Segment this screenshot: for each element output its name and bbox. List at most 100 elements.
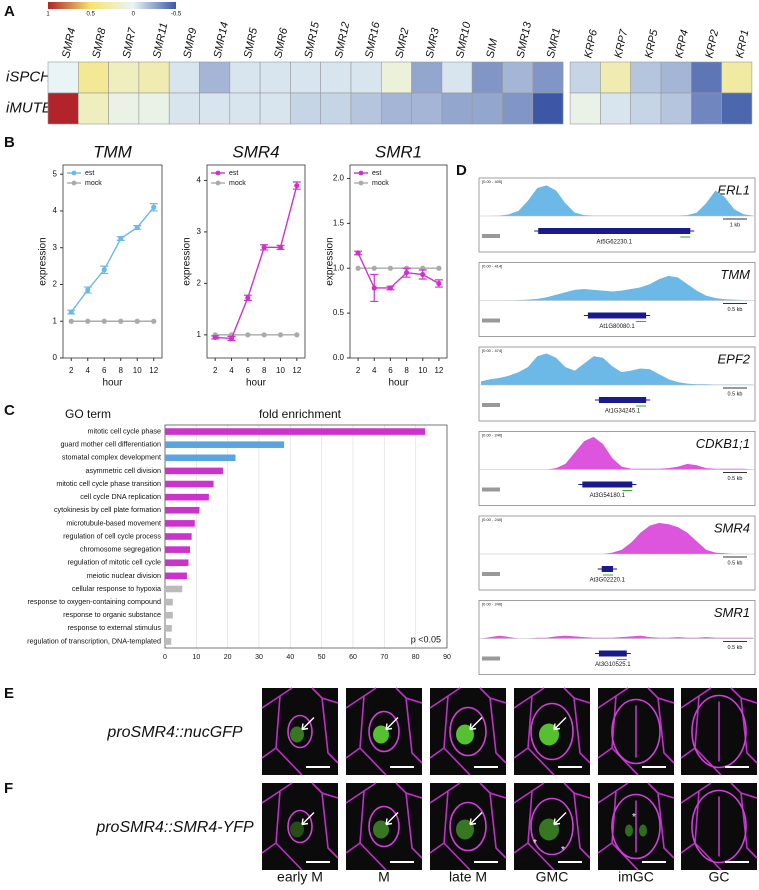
chart-title: fold enrichment — [259, 407, 342, 421]
heatmap-cell — [199, 92, 231, 125]
legend-label: est — [85, 170, 94, 177]
column-label: KRP4 — [673, 29, 691, 60]
stomatal-cell — [287, 809, 313, 844]
y-tick-label: 4 — [53, 206, 58, 215]
y-axis-label: expression — [38, 237, 49, 285]
heatmap-cell — [290, 61, 321, 94]
chart-title: SMR1 — [375, 142, 422, 161]
y-tick-label: 1.5 — [333, 218, 345, 227]
category-label: meiotic nuclear division — [87, 571, 161, 580]
y-tick-label: 1 — [53, 316, 58, 325]
colorbar-tick-label: -0.5 — [171, 12, 182, 18]
asterisk: * — [561, 845, 565, 856]
legend-marker — [215, 170, 221, 176]
x-tick-label: 10 — [418, 366, 427, 375]
y-tick-label: 3 — [197, 227, 202, 236]
column-label: SMR5 — [242, 26, 260, 59]
column-label: SMR8 — [90, 26, 108, 59]
x-axis-label: hour — [102, 378, 123, 389]
category-label: regulation of mitotic cell cycle — [68, 558, 161, 567]
x-axis-label: hour — [388, 378, 409, 389]
plot-frame — [349, 164, 448, 359]
data-point — [387, 265, 394, 271]
track-range: [0.00 - 414] — [482, 264, 502, 269]
heatmap-cell — [660, 92, 692, 125]
stomatal-cell — [449, 706, 487, 757]
bar — [165, 428, 426, 435]
asterisk: * — [533, 838, 537, 849]
nucleus — [456, 724, 474, 745]
track-range: [0.00 - 240] — [482, 433, 502, 438]
bar — [165, 559, 189, 567]
data-point — [420, 271, 426, 278]
data-point — [151, 204, 157, 210]
legend-marker — [71, 180, 77, 186]
gene-name: CDKB1;1 — [696, 436, 750, 451]
x-tick-label: 12 — [149, 366, 158, 375]
x-tick-label: 30 — [255, 654, 263, 661]
x-tick-label: 50 — [318, 654, 326, 661]
panel-letter: B — [4, 134, 15, 151]
heatmap-cell — [320, 92, 352, 125]
coverage-area — [481, 436, 753, 470]
asterisk: * — [632, 812, 636, 823]
data-point — [277, 244, 284, 250]
stomatal-cell — [530, 702, 574, 761]
stage-label: imGC — [618, 869, 654, 885]
stomatal-cell — [611, 793, 661, 860]
heatmap-cell — [108, 61, 140, 94]
heatmap-cell — [350, 61, 382, 94]
data-point — [68, 318, 74, 324]
x-tick-label: 80 — [412, 654, 420, 661]
x-tick-label: 6 — [246, 366, 251, 375]
heatmap-cell — [138, 61, 170, 94]
legend-marker — [358, 170, 364, 176]
heatmap-cell — [690, 92, 722, 125]
cell-walls — [429, 782, 507, 871]
bar — [165, 467, 223, 475]
data-point — [403, 270, 410, 276]
legend-label: est — [229, 170, 238, 177]
cell-walls — [513, 782, 591, 871]
legend-label: mock — [372, 180, 389, 187]
heatmap-cell — [532, 92, 564, 125]
data-point — [294, 332, 300, 338]
y-tick-label: 1.0 — [333, 263, 345, 272]
data-point — [261, 244, 267, 250]
coverage-area — [481, 275, 753, 301]
x-tick-label: 60 — [349, 654, 357, 661]
data-point — [371, 285, 377, 291]
heatmap-cell — [47, 61, 79, 94]
column-label: SMR7 — [121, 26, 139, 59]
category-label: cellular response to hypoxia — [72, 584, 161, 593]
heatmap-cell — [502, 61, 534, 94]
heatmap-cell — [78, 92, 109, 125]
heatmap-cell — [168, 61, 200, 94]
category-label: regulation of transcription, DNA-templat… — [27, 636, 161, 645]
x-tick-label: 10 — [192, 654, 200, 661]
column-label: KRP1 — [734, 29, 752, 60]
y-tick-label: 2.0 — [333, 174, 345, 183]
gene-exon — [598, 650, 627, 657]
x-tick-label: 6 — [102, 366, 107, 375]
neighbor-gene — [482, 487, 500, 492]
arrow — [385, 812, 399, 826]
heatmap-cell — [108, 92, 140, 125]
cell-walls — [261, 782, 339, 871]
data-point — [68, 309, 74, 315]
data-point — [151, 318, 157, 324]
x-tick-label: 4 — [229, 366, 234, 375]
data-point — [101, 267, 107, 273]
heatmap-cell — [350, 92, 382, 125]
nucleus — [456, 819, 474, 840]
stomatal-cell — [449, 801, 487, 852]
category-label: stomatal complex development — [62, 453, 161, 462]
category-label: chromosome segregation — [80, 545, 161, 554]
stage-label: early M — [277, 869, 323, 885]
arrow — [301, 717, 315, 731]
x-tick-label: 4 — [86, 366, 91, 375]
gene-exon — [538, 228, 691, 234]
heatmap-cell — [600, 61, 632, 94]
panel-letter: C — [4, 402, 15, 419]
legend-marker — [358, 180, 364, 186]
